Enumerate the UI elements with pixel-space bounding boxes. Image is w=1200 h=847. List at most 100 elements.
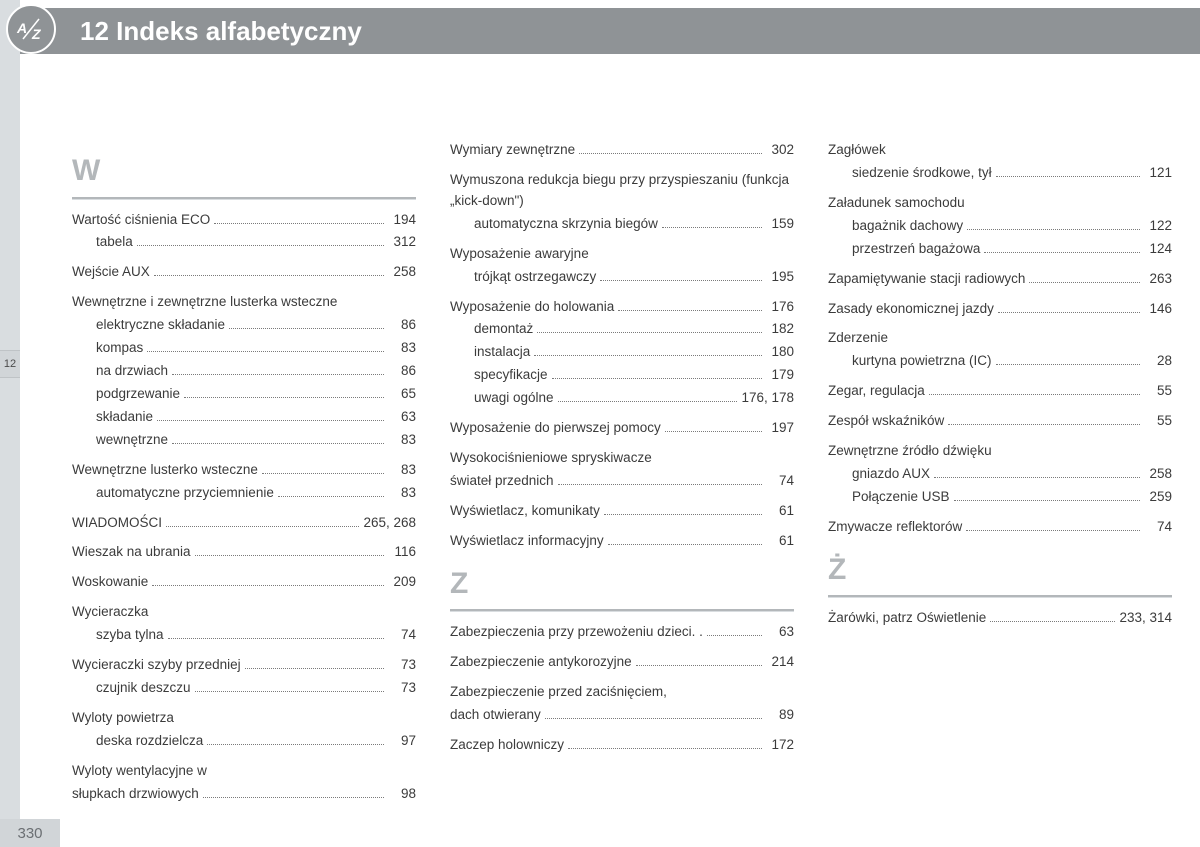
index-group: Zegar, regulacja55 (828, 381, 1172, 402)
index-label: trójkąt ostrzegawczy (474, 267, 596, 288)
leader-dots (262, 473, 384, 474)
index-page: 179 (766, 365, 794, 386)
index-label: automatyczna skrzynia biegów (474, 214, 658, 235)
index-group: Zabezpieczenia przy przewożeniu dzieci. … (450, 622, 794, 643)
index-label: Zapamiętywanie stacji radiowych (828, 269, 1025, 290)
index-group: Żarówki, patrz Oświetlenie 233, 314 (828, 608, 1172, 629)
index-group: Wartość ciśnienia ECO194tabela312 (72, 210, 416, 254)
index-label: Wewnętrzne lusterko wsteczne (72, 460, 258, 481)
index-label: Wieszak na ubrania (72, 542, 191, 563)
index-entry: Zespół wskaźników55 (828, 411, 1172, 432)
index-page: 233, 314 (1119, 608, 1172, 629)
index-page: 258 (388, 262, 416, 283)
index-label: deska rozdzielcza (96, 731, 203, 752)
index-group: Zabezpieczenie przed zaciśnięciem,dach o… (450, 682, 794, 726)
index-page: 194 (388, 210, 416, 231)
index-label: Żarówki, patrz Oświetlenie (828, 608, 986, 629)
leader-dots (184, 397, 384, 398)
section-letter: Z (450, 561, 794, 608)
leader-dots (229, 328, 384, 329)
leader-dots (998, 312, 1140, 313)
index-entry: deska rozdzielcza97 (72, 731, 416, 752)
index-page: 83 (388, 338, 416, 359)
index-page: 61 (766, 501, 794, 522)
index-entry: na drzwiach86 (72, 361, 416, 382)
index-group: Zaczep holowniczy 172 (450, 735, 794, 756)
index-page: 214 (766, 652, 794, 673)
index-label: siedzenie środkowe, tył (852, 163, 992, 184)
index-label: Zmywacze reflektorów (828, 517, 962, 538)
index-page: 65 (388, 384, 416, 405)
index-page: 258 (1144, 464, 1172, 485)
index-page: 146 (1144, 299, 1172, 320)
index-heading: Załadunek samochodu (828, 193, 1172, 214)
index-entry: gniazdo AUX258 (828, 464, 1172, 485)
index-group: Woskowanie209 (72, 572, 416, 593)
index-label: bagażnik dachowy (852, 216, 963, 237)
index-page: 98 (388, 784, 416, 805)
leader-dots (1029, 282, 1140, 283)
index-page: 86 (388, 315, 416, 336)
leader-dots (203, 797, 384, 798)
index-label: Zaczep holowniczy (450, 735, 564, 756)
chapter-title-text: Indeks alfabetyczny (116, 16, 362, 46)
svg-text:A: A (16, 20, 27, 36)
index-label: świateł przednich (450, 471, 554, 492)
index-label: automatyczne przyciemnienie (96, 483, 274, 504)
index-entry: Wymiary zewnętrzne302 (450, 140, 794, 161)
leader-dots (665, 431, 762, 432)
index-entry: szyba tylna74 (72, 625, 416, 646)
index-page: 74 (388, 625, 416, 646)
leader-dots (996, 364, 1140, 365)
index-page: 159 (766, 214, 794, 235)
leader-dots (662, 227, 762, 228)
index-entry: Wieszak na ubrania116 (72, 542, 416, 563)
index-entry: Wycieraczki szyby przedniej73 (72, 655, 416, 676)
index-heading: Wyposażenie awaryjne (450, 244, 794, 265)
index-group: Zderzeniekurtyna powietrzna (IC)28 (828, 328, 1172, 372)
index-entry: bagażnik dachowy122 (828, 216, 1172, 237)
index-page: 63 (388, 407, 416, 428)
index-entry: kurtyna powietrzna (IC)28 (828, 351, 1172, 372)
index-entry: Wartość ciśnienia ECO194 (72, 210, 416, 231)
leader-dots (608, 544, 762, 545)
index-entry: wewnętrzne83 (72, 430, 416, 451)
index-group: Wewnętrzne lusterko wsteczne83automatycz… (72, 460, 416, 504)
index-page: 172 (766, 735, 794, 756)
index-entry: automatyczna skrzynia biegów 159 (450, 214, 794, 235)
index-entry: Zabezpieczenie antykorozyjne 214 (450, 652, 794, 673)
index-entry: Wejście AUX258 (72, 262, 416, 283)
leader-dots (537, 332, 762, 333)
index-entry: kompas83 (72, 338, 416, 359)
leader-dots (934, 477, 1140, 478)
index-column: Wymiary zewnętrzne302Wymuszona redukcja … (450, 140, 794, 814)
index-group: Zespół wskaźników55 (828, 411, 1172, 432)
index-page: 61 (766, 531, 794, 552)
leader-dots (245, 668, 384, 669)
index-group: Zmywacze reflektorów74 (828, 517, 1172, 538)
index-page: 182 (766, 319, 794, 340)
index-label: Zasady ekonomicznej jazdy (828, 299, 994, 320)
leader-dots (195, 555, 384, 556)
index-group: Wyloty wentylacyjne wsłupkach drzwiowych… (72, 761, 416, 805)
leader-dots (707, 635, 762, 636)
index-label: Wymiary zewnętrzne (450, 140, 575, 161)
index-label: przestrzeń bagażowa (852, 239, 980, 260)
index-page: 73 (388, 678, 416, 699)
index-page: 28 (1144, 351, 1172, 372)
index-page: 259 (1144, 487, 1172, 508)
leader-dots (172, 374, 384, 375)
index-entry: Zaczep holowniczy 172 (450, 735, 794, 756)
index-entry: tabela312 (72, 232, 416, 253)
index-page: 263 (1144, 269, 1172, 290)
index-label: Woskowanie (72, 572, 148, 593)
index-page: 195 (766, 267, 794, 288)
leader-dots (278, 496, 384, 497)
index-group: Wyświetlacz informacyjny61 (450, 531, 794, 552)
index-entry: siedzenie środkowe, tył 121 (828, 163, 1172, 184)
index-page: 121 (1144, 163, 1172, 184)
leader-dots (552, 378, 762, 379)
index-label: Zabezpieczenie antykorozyjne (450, 652, 632, 673)
index-group: Zapamiętywanie stacji radiowych 263 (828, 269, 1172, 290)
index-page: 86 (388, 361, 416, 382)
